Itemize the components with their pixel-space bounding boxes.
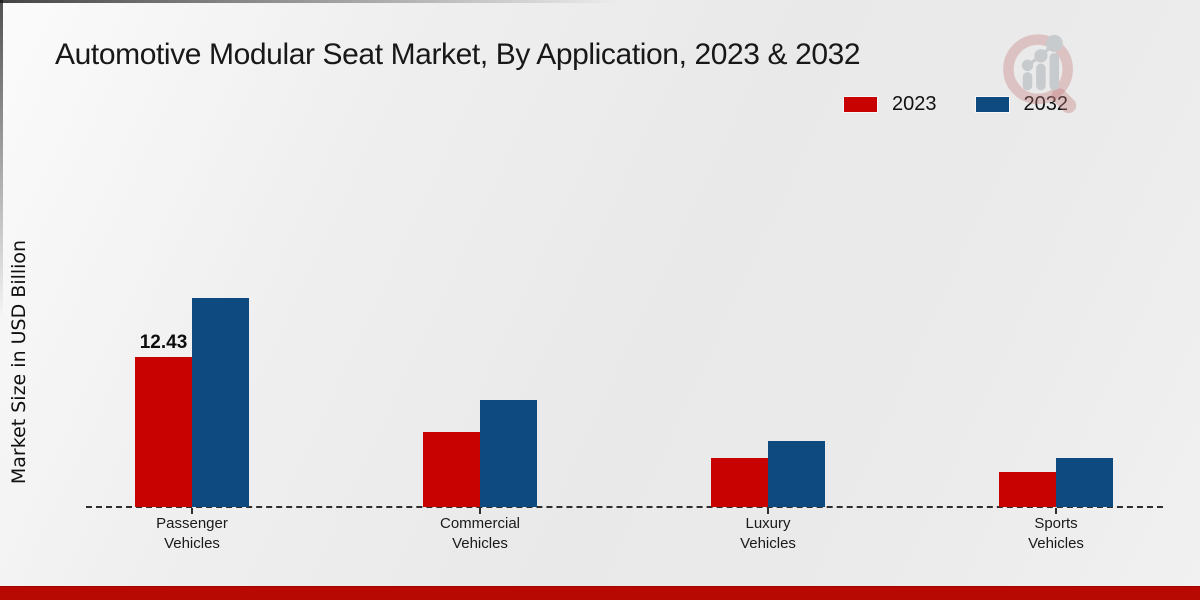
legend: 2023 2032: [843, 93, 1068, 116]
legend-item-2032: 2032: [974, 93, 1069, 116]
category-label: Commercial Vehicles: [439, 515, 520, 552]
magnifier-bar-chart-watermark-icon: [1003, 34, 1077, 114]
category-label: Sports Vehicles: [1028, 515, 1084, 552]
category-label: Luxury Vehicles: [740, 515, 796, 552]
legend-swatch-2032: [974, 96, 1010, 113]
bar-2032-cat3: [1056, 458, 1113, 507]
axis-tick: [767, 508, 769, 514]
footer-accent-bar: [0, 586, 1200, 600]
legend-swatch-2023: [843, 96, 878, 113]
bar-2032-cat0: [192, 298, 249, 507]
bar-2023-cat3: [999, 472, 1056, 507]
axis-tick: [1055, 508, 1057, 514]
left-edge-shade: [0, 0, 3, 320]
bar-2023-cat0: [135, 357, 192, 507]
top-edge-shade: [0, 0, 620, 3]
legend-label-2032: 2032: [1023, 93, 1069, 115]
axis-tick: [479, 508, 481, 514]
legend-item-2023: 2023: [843, 93, 937, 116]
bar-2032-cat1: [480, 400, 537, 507]
page-title: Automotive Modular Seat Market, By Appli…: [55, 38, 861, 71]
legend-label-2023: 2023: [892, 93, 937, 115]
x-axis-baseline: [86, 506, 1163, 508]
bar-2023-cat2: [711, 458, 768, 507]
category-label: Passenger Vehicles: [156, 515, 228, 552]
bar-value-label: 12.43: [139, 332, 188, 353]
bar-2023-cat1: [423, 432, 480, 507]
bar-2032-cat2: [768, 441, 825, 507]
axis-tick: [191, 508, 193, 514]
